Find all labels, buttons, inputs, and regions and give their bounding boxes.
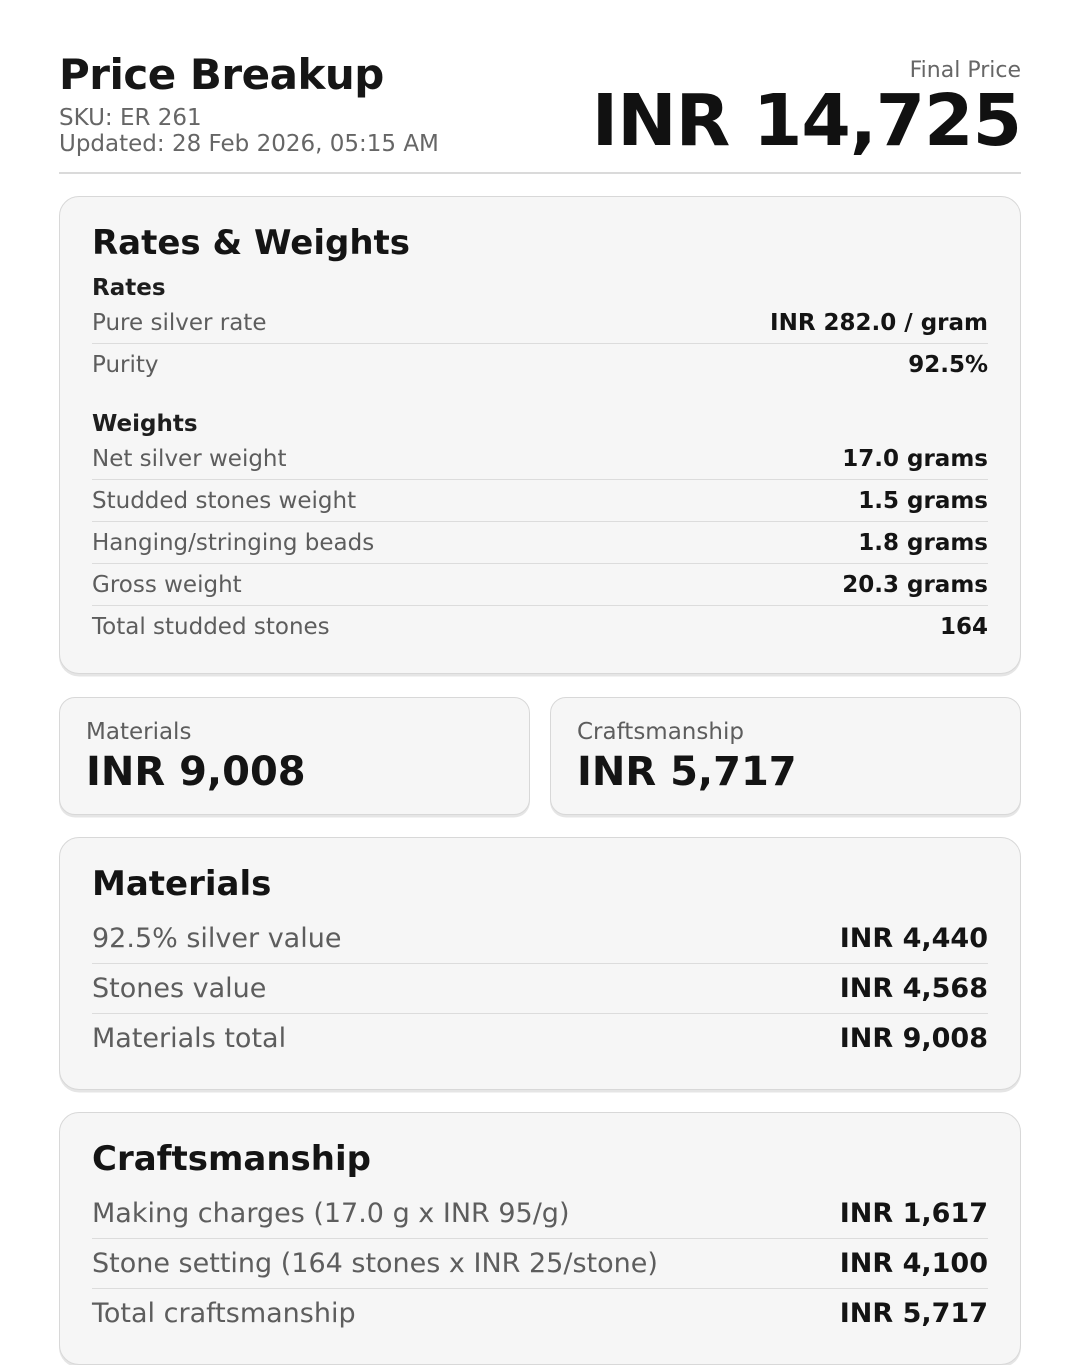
row-label: 92.5% silver value — [92, 923, 342, 955]
row-label: Hanging/stringing beads — [92, 529, 375, 556]
row-label: Total studded stones — [92, 613, 330, 640]
row-value: INR 282.0 / gram — [770, 309, 988, 336]
row-total-craftsmanship: Total craftsmanship INR 5,717 — [92, 1288, 988, 1338]
row-value: INR 4,100 — [839, 1248, 988, 1280]
row-studded-stones-weight: Studded stones weight 1.5 grams — [92, 479, 988, 521]
row-value: INR 1,617 — [839, 1198, 988, 1230]
rates-subheading: Rates — [92, 275, 166, 302]
final-price-label: Final Price — [909, 58, 1021, 83]
summary-grid: Materials INR 9,008 Craftsmanship INR 5,… — [59, 697, 1021, 816]
row-value: INR 4,440 — [839, 923, 988, 955]
row-value: INR 5,717 — [839, 1298, 988, 1330]
row-pure-silver-rate: Pure silver rate INR 282.0 / gram — [92, 302, 988, 343]
materials-heading: Materials — [92, 864, 272, 905]
row-label: Studded stones weight — [92, 487, 357, 514]
weights-subheading: Weights — [92, 411, 198, 438]
header-right: Final Price INR 14,725 — [591, 52, 1022, 162]
row-label: Stone setting (164 stones x INR 25/stone… — [92, 1248, 658, 1280]
row-purity: Purity 92.5% — [92, 343, 988, 385]
row-value: 20.3 grams — [842, 571, 988, 598]
row-value: 17.0 grams — [842, 445, 988, 472]
updated-text: Updated: 28 Feb 2026, 05:15 AM — [59, 131, 439, 158]
row-value: 1.5 grams — [858, 487, 988, 514]
sku-text: SKU: ER 261 — [59, 105, 202, 132]
summary-label: Materials — [86, 719, 192, 746]
row-stone-setting: Stone setting (164 stones x INR 25/stone… — [92, 1238, 988, 1288]
row-silver-value: 92.5% silver value INR 4,440 — [92, 914, 988, 963]
row-making-charges: Making charges (17.0 g x INR 95/g) INR 1… — [92, 1189, 988, 1238]
row-net-silver-weight: Net silver weight 17.0 grams — [92, 438, 988, 479]
row-total-studded-stones: Total studded stones 164 — [92, 605, 988, 647]
row-label: Materials total — [92, 1023, 287, 1055]
row-label: Making charges (17.0 g x INR 95/g) — [92, 1198, 570, 1230]
row-label: Total craftsmanship — [92, 1298, 356, 1330]
page-header: Price Breakup SKU: ER 261 Updated: 28 Fe… — [59, 50, 1022, 162]
summary-value: INR 5,717 — [577, 749, 797, 796]
summary-value: INR 9,008 — [86, 749, 306, 796]
row-materials-total: Materials total INR 9,008 — [92, 1013, 988, 1063]
row-label: Stones value — [92, 973, 267, 1005]
page-title: Price Breakup — [59, 50, 384, 99]
craftsmanship-summary-card: Craftsmanship INR 5,717 — [550, 697, 1021, 816]
row-label: Pure silver rate — [92, 309, 267, 336]
row-value: 164 — [939, 613, 988, 640]
row-value: INR 9,008 — [839, 1023, 988, 1055]
row-label: Purity — [92, 351, 159, 378]
header-divider — [59, 172, 1021, 175]
row-label: Gross weight — [92, 571, 242, 598]
materials-card: Materials 92.5% silver value INR 4,440 S… — [59, 837, 1021, 1091]
row-hanging-stringing-beads: Hanging/stringing beads 1.8 grams — [92, 521, 988, 563]
row-gross-weight: Gross weight 20.3 grams — [92, 563, 988, 605]
craftsmanship-card: Craftsmanship Making charges (17.0 g x I… — [59, 1112, 1021, 1365]
row-value: 1.8 grams — [858, 529, 988, 556]
rates-weights-card: Rates & Weights Rates Pure silver rate I… — [59, 196, 1021, 675]
row-stones-value: Stones value INR 4,568 — [92, 963, 988, 1013]
materials-summary-card: Materials INR 9,008 — [59, 697, 530, 816]
weights-group: Weights Net silver weight 17.0 grams Stu… — [92, 409, 988, 647]
rates-group: Rates Pure silver rate INR 282.0 / gram … — [92, 273, 988, 385]
row-label: Net silver weight — [92, 445, 287, 472]
header-left: Price Breakup SKU: ER 261 Updated: 28 Fe… — [59, 50, 439, 158]
row-value: INR 4,568 — [839, 973, 988, 1005]
summary-label: Craftsmanship — [577, 719, 744, 746]
craftsmanship-heading: Craftsmanship — [92, 1139, 371, 1180]
final-price-value: INR 14,725 — [591, 79, 1022, 162]
rates-weights-heading: Rates & Weights — [92, 223, 411, 264]
row-value: 92.5% — [908, 351, 988, 378]
